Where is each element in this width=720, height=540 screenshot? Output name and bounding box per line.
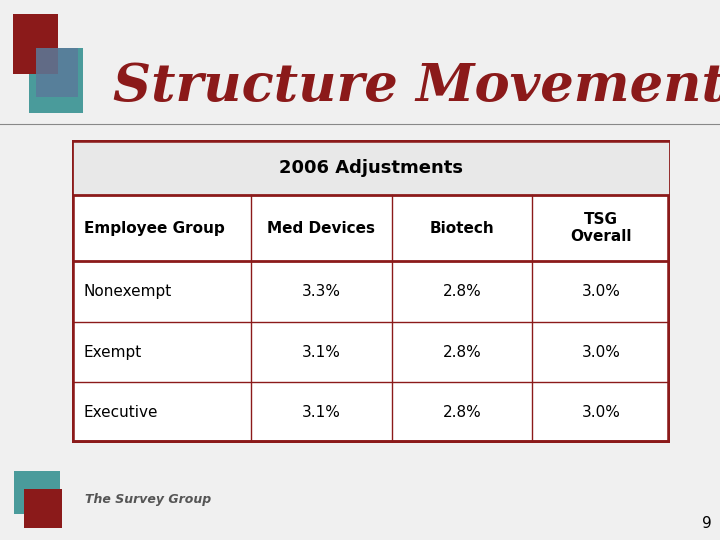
Text: Nonexempt: Nonexempt: [84, 284, 172, 299]
FancyBboxPatch shape: [72, 140, 670, 443]
Bar: [36, 48, 78, 97]
Text: 2.8%: 2.8%: [443, 284, 481, 299]
Text: 2006 Adjustments: 2006 Adjustments: [279, 159, 463, 177]
Text: 9: 9: [701, 516, 711, 531]
Text: 3.0%: 3.0%: [582, 345, 621, 360]
Text: 3.0%: 3.0%: [582, 405, 621, 420]
Text: TSG
Overall: TSG Overall: [570, 212, 631, 244]
Text: 3.3%: 3.3%: [302, 284, 341, 299]
Text: Biotech: Biotech: [430, 221, 495, 235]
Text: 3.0%: 3.0%: [582, 284, 621, 299]
Bar: [14, 471, 60, 514]
Text: Structure Movement: Structure Movement: [113, 62, 720, 112]
Text: 2.8%: 2.8%: [443, 405, 481, 420]
Text: Executive: Executive: [84, 405, 158, 420]
Text: 3.1%: 3.1%: [302, 345, 341, 360]
Text: Employee Group: Employee Group: [84, 221, 225, 235]
Bar: [72, 140, 670, 195]
Bar: [13, 14, 58, 73]
Text: Med Devices: Med Devices: [268, 221, 376, 235]
Text: 3.1%: 3.1%: [302, 405, 341, 420]
Text: Exempt: Exempt: [84, 345, 143, 360]
Bar: [29, 48, 83, 113]
Text: The Survey Group: The Survey Group: [85, 493, 211, 506]
Text: 2.8%: 2.8%: [443, 345, 481, 360]
Bar: [24, 489, 62, 528]
